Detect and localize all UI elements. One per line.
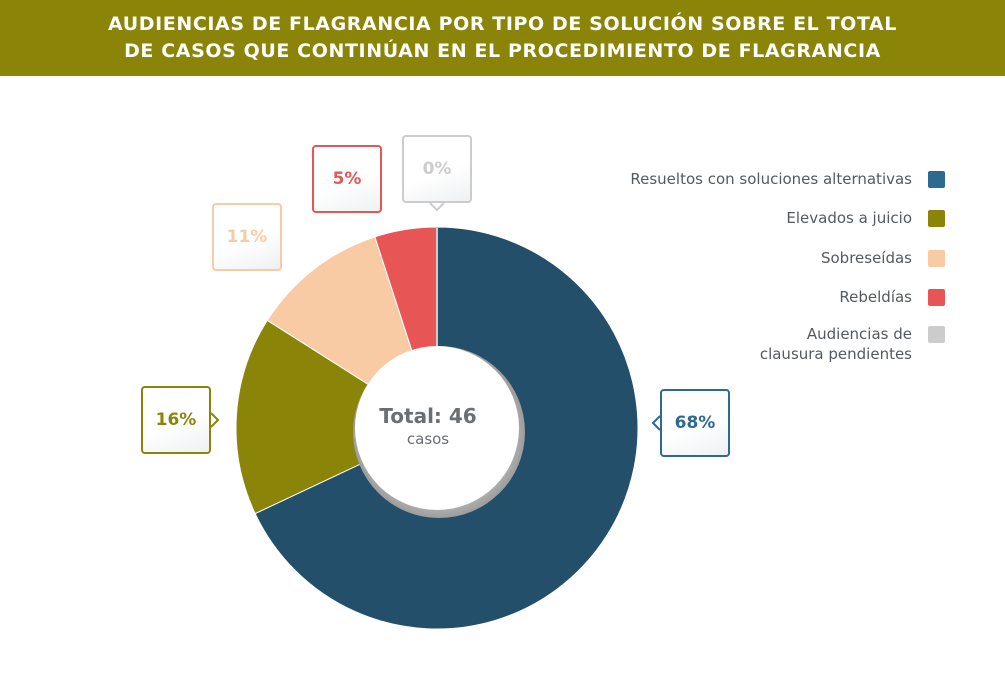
legend-item-1: Elevados a juicio [572, 208, 945, 228]
legend-item-4: Audiencias de clausura pendientes [572, 324, 945, 364]
legend-label: Elevados a juicio [786, 209, 912, 227]
data-label-3: 5% [312, 145, 382, 213]
donut-hole [355, 346, 519, 510]
legend-label: Sobreseídas [820, 249, 912, 267]
data-label-4: 0% [402, 135, 472, 203]
legend-swatch [928, 326, 945, 343]
center-total-label: Total: 46 [379, 404, 477, 428]
data-label-pointer-0 [651, 415, 661, 431]
data-label-0: 68% [660, 389, 730, 457]
pie-slice-1 [235, 319, 439, 515]
center-unit-label: casos [406, 430, 450, 448]
chart-title-line-1: AUDIENCIAS DE FLAGRANCIA POR TIPO DE SOL… [107, 13, 898, 35]
chart-title-line-2: DE CASOS QUE CONTINÚAN EN EL PROCEDIMIEN… [124, 40, 881, 62]
center-total: Total: 46 casos [348, 404, 508, 448]
data-label-1: 16% [141, 386, 211, 454]
data-label-pointer-1 [210, 412, 220, 428]
legend-swatch [928, 289, 945, 306]
legend-label: Rebeldías [839, 288, 912, 306]
chart-title: AUDIENCIAS DE FLAGRANCIA POR TIPO DE SOL… [0, 0, 1005, 76]
data-label-2: 11% [212, 203, 282, 271]
data-label-pointer-4 [429, 202, 445, 212]
legend-label: Resueltos con soluciones alternativas [630, 170, 912, 188]
legend-item-3: Rebeldías [572, 287, 945, 307]
legend-item-0: Resueltos con soluciones alternativas [572, 169, 945, 189]
legend-swatch [928, 250, 945, 267]
legend-label: Audiencias de clausura pendientes [759, 325, 912, 363]
legend-item-2: Sobreseídas [572, 248, 945, 268]
legend-swatch [928, 210, 945, 227]
legend-swatch [928, 171, 945, 188]
